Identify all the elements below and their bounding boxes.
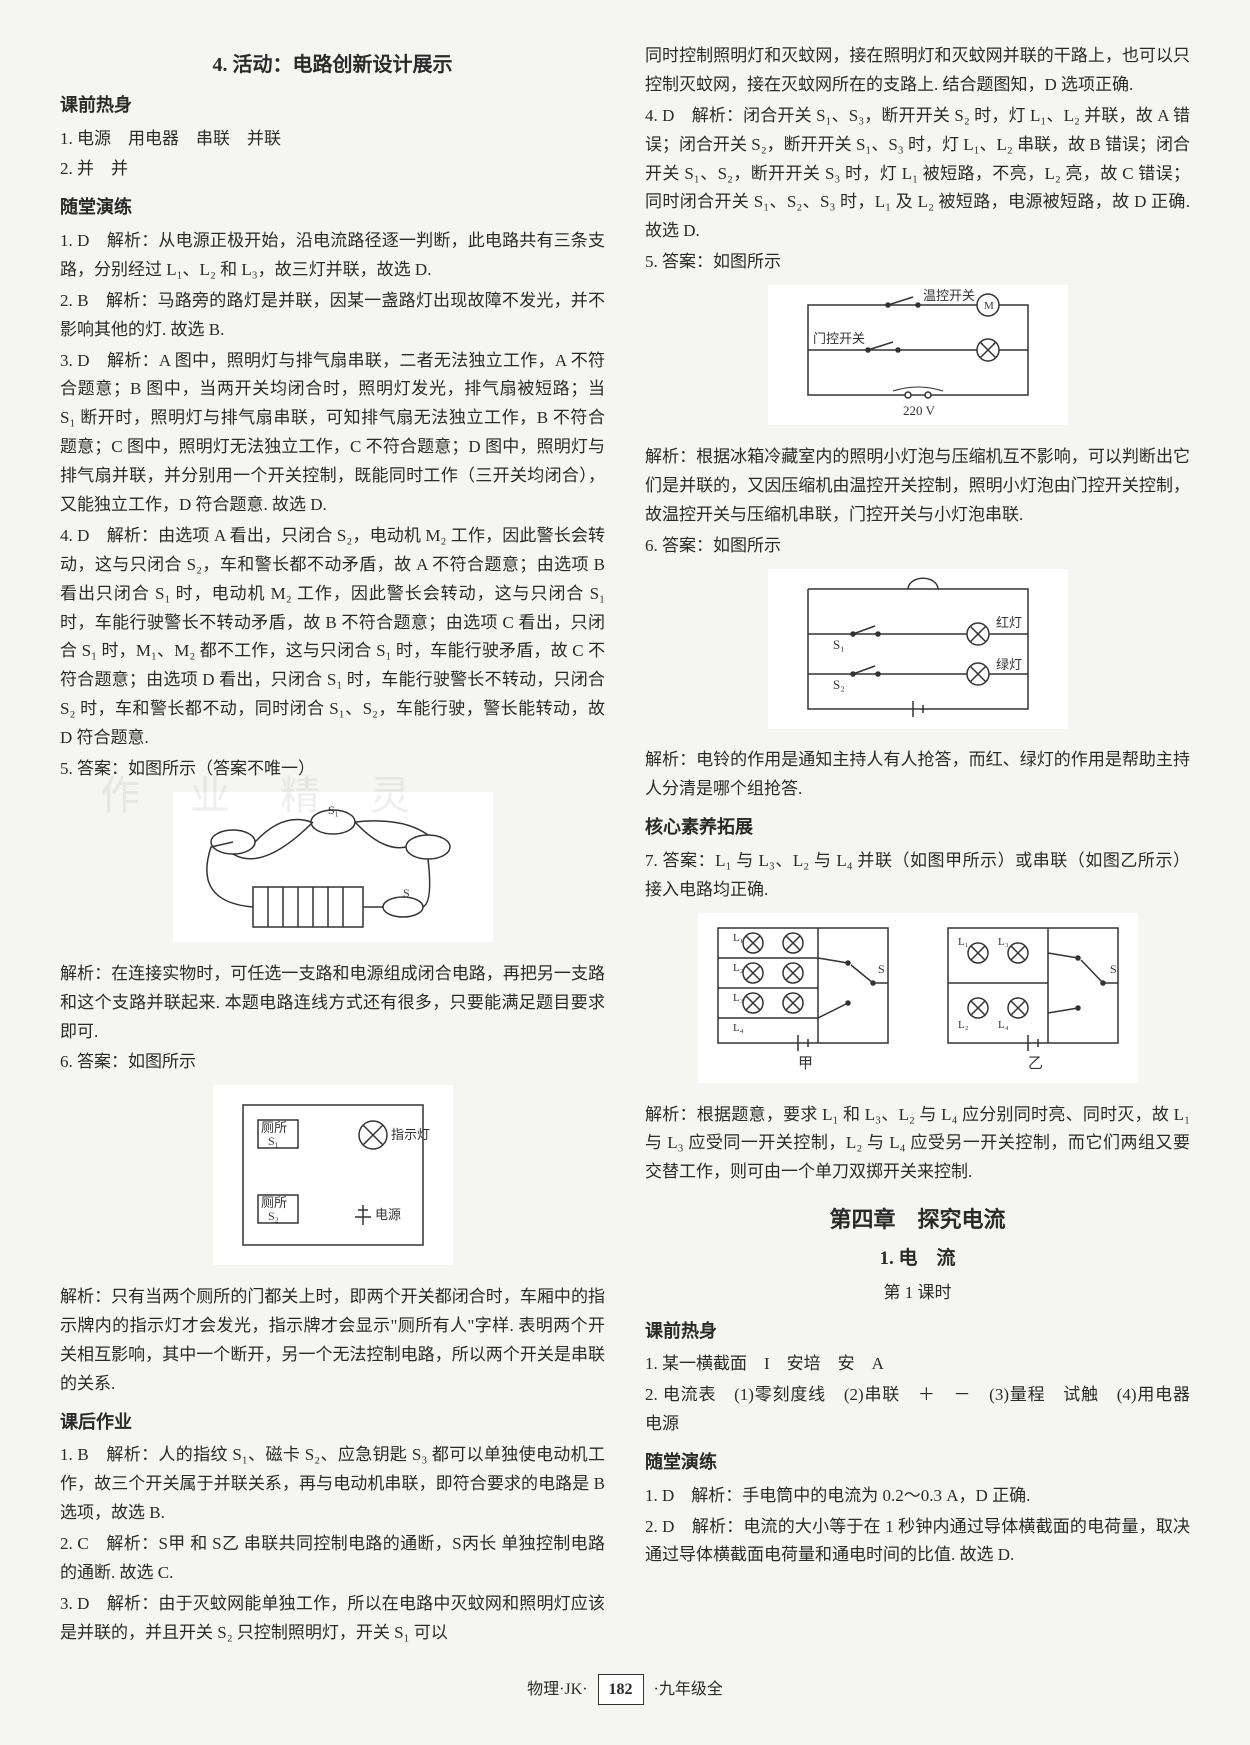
left-column: 4. 活动：电路创新设计展示 课前热身 1. 电源 用电器 串联 并联 2. 并… [60,40,605,1650]
lesson-title: 第 1 课时 [645,1279,1190,1308]
chapter-title: 第四章 探究电流 [645,1201,1190,1238]
svg-text:S₁: S₁ [328,803,339,817]
r-q4: 4. D 解析：闭合开关 S₁、S₃，断开开关 S₂ 时，灯 L₁、L₂ 并联，… [645,102,1190,246]
figure-q6: 厕所 S₁ 厕所 S₂ 指示灯 电源 [60,1085,605,1275]
footer-left: 物理·JK· [527,1681,587,1698]
pr2: 2. D 解析：电流的大小等于在 1 秒钟内通过导体横截面的电荷量，取决通过导体… [645,1513,1190,1571]
q1: 1. D 解析：从电源正极开始，沿电流路径逐一判断，此电路共有三条支路，分别经过… [60,227,605,285]
right-column: 同时控制照明灯和灭蚊网，接在照明灯和灭蚊网并联的干路上，也可以只控制灭蚊网，接在… [645,40,1190,1650]
svg-text:L₂: L₂ [733,962,744,974]
warmup-2: 2. 并 并 [60,155,605,184]
h3-cont: 同时控制照明灯和灭蚊网，接在照明灯和灭蚊网并联的干路上，也可以只控制灭蚊网，接在… [645,42,1190,100]
section-practice: 随堂演练 [60,192,605,223]
fig5-menkong: 门控开关 [813,331,865,346]
svg-text:L₂: L₂ [958,1019,969,1031]
q5-label: 5. 答案：如图所示（答案不唯一） [60,755,605,784]
svg-text:M: M [984,300,994,312]
r-q6-label: 6. 答案：如图所示 [645,532,1190,561]
q3: 3. D 解析：A 图中，照明灯与排气扇串联，二者无法独立工作，A 不符合题意；… [60,347,605,520]
r-q5-expl: 解析：根据冰箱冷藏室内的照明小灯泡与压缩机互不影响，可以判断出它们是并联的，又因… [645,443,1190,530]
svg-text:L₃: L₃ [733,992,744,1004]
svg-text:S: S [1110,962,1117,976]
page-number: 182 [598,1674,644,1705]
figure-r-q7: L₁ L₂ L₃ L₄ S 甲 [645,913,1190,1093]
h2: 2. C 解析：S甲 和 S乙 串联共同控制电路的通断，S丙长 单独控制电路的通… [60,1530,605,1588]
subchapter-title: 1. 电 流 [645,1243,1190,1275]
pr1: 1. D 解析：手电筒中的电流为 0.2～0.3 A，D 正确. [645,1482,1190,1511]
svg-text:S: S [878,962,885,976]
section-warmup-2: 课前热身 [645,1316,1190,1347]
section-ext: 核心素养拓展 [645,812,1190,843]
fig5-220v: 220 V [903,403,936,418]
r-q6-expl: 解析：电铃的作用是通知主持人有人抢答，而红、绿灯的作用是帮助主持人分清是哪个组抢… [645,746,1190,804]
svg-text:L₄: L₄ [733,1022,744,1034]
fig6-light: 指示灯 [391,1127,430,1142]
section-homework: 课后作业 [60,1407,605,1438]
r-q7-expl: 解析：根据题意，要求 L₁ 和 L₃、L₂ 与 L₄ 应分别同时亮、同时灭，故 … [645,1101,1190,1188]
fig6-s2: S₂ [268,1209,279,1223]
svg-text:S: S [403,886,410,900]
activity-title: 4. 活动：电路创新设计展示 [60,48,605,82]
q4: 4. D 解析：由选项 A 看出，只闭合 S₂，电动机 M₂ 工作，因此警长会转… [60,522,605,753]
q6-expl: 解析：只有当两个厕所的门都关上时，即两个开关都闭合时，车厢中的指示牌内的指示灯才… [60,1283,605,1399]
h1: 1. B 解析：人的指纹 S₁、磁卡 S₂、应急钥匙 S₃ 都可以单独使电动机工… [60,1441,605,1528]
fig6-power: 电源 [375,1207,401,1222]
svg-text:L₁: L₁ [958,936,969,948]
q6-label: 6. 答案：如图所示 [60,1048,605,1077]
fig6-green: 绿灯 [996,657,1022,672]
page-footer: 物理·JK· 182 ·九年级全 [60,1674,1190,1705]
figure-r-q6: S₁ S₂ 红灯 绿灯 [645,569,1190,739]
figure-r-q5: M 温控开关 门控开关 220 V [645,285,1190,435]
q5-expl: 解析：在连接实物时，可任选一支路和电源组成闭合电路，再把另一支路和这个支路并联起… [60,960,605,1047]
section-practice-2: 随堂演练 [645,1447,1190,1478]
pre2: 2. 电流表 (1)零刻度线 (2)串联 ＋ － (3)量程 试触 (4)用电器… [645,1381,1190,1439]
svg-text:L₄: L₄ [998,1019,1009,1031]
r-q5-label: 5. 答案：如图所示 [645,248,1190,277]
fig6-cesuo-2: 厕所 [261,1195,287,1210]
fig7-jia: 甲 [798,1056,813,1072]
warmup-1: 1. 电源 用电器 串联 并联 [60,125,605,154]
fig6-s1: S₁ [833,637,845,652]
svg-text:L₃: L₃ [998,936,1009,948]
fig6-red: 红灯 [996,615,1022,630]
fig5-wenkong: 温控开关 [923,288,975,303]
fig6-s2: S₂ [833,677,845,692]
figure-q5: S₁ S [60,792,605,952]
h3: 3. D 解析：由于灭蚊网能单独工作，所以在电路中灭蚊网和照明灯应该是并联的，并… [60,1590,605,1648]
fig6-s1: S₁ [268,1134,279,1148]
fig7-yi: 乙 [1028,1056,1043,1072]
section-warmup: 课前热身 [60,90,605,121]
footer-right: ·九年级全 [654,1681,723,1698]
fig6-cesuo-1: 厕所 [261,1120,287,1135]
q2: 2. B 解析：马路旁的路灯是并联，因某一盏路灯出现故障不发光，并不影响其他的灯… [60,287,605,345]
pre1: 1. 某一横截面 I 安培 安 A [645,1350,1190,1379]
r-q7-label: 7. 答案：L₁ 与 L₃、L₂ 与 L₄ 并联（如图甲所示）或串联（如图乙所示… [645,847,1190,905]
svg-text:L₁: L₁ [733,932,744,944]
